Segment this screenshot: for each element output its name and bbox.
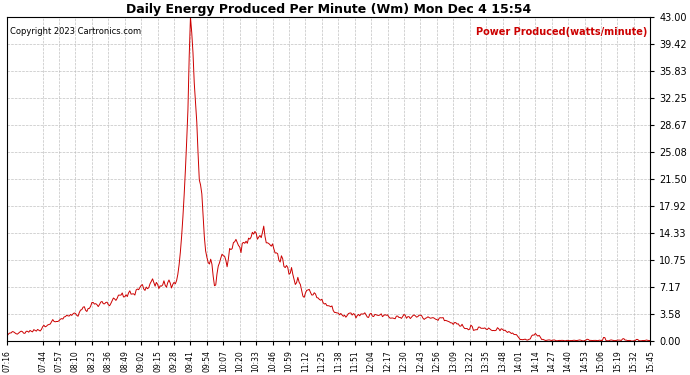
Text: Power Produced(watts/minute): Power Produced(watts/minute) [475, 27, 647, 37]
Text: Copyright 2023 Cartronics.com: Copyright 2023 Cartronics.com [10, 27, 141, 36]
Title: Daily Energy Produced Per Minute (Wm) Mon Dec 4 15:54: Daily Energy Produced Per Minute (Wm) Mo… [126, 3, 531, 16]
